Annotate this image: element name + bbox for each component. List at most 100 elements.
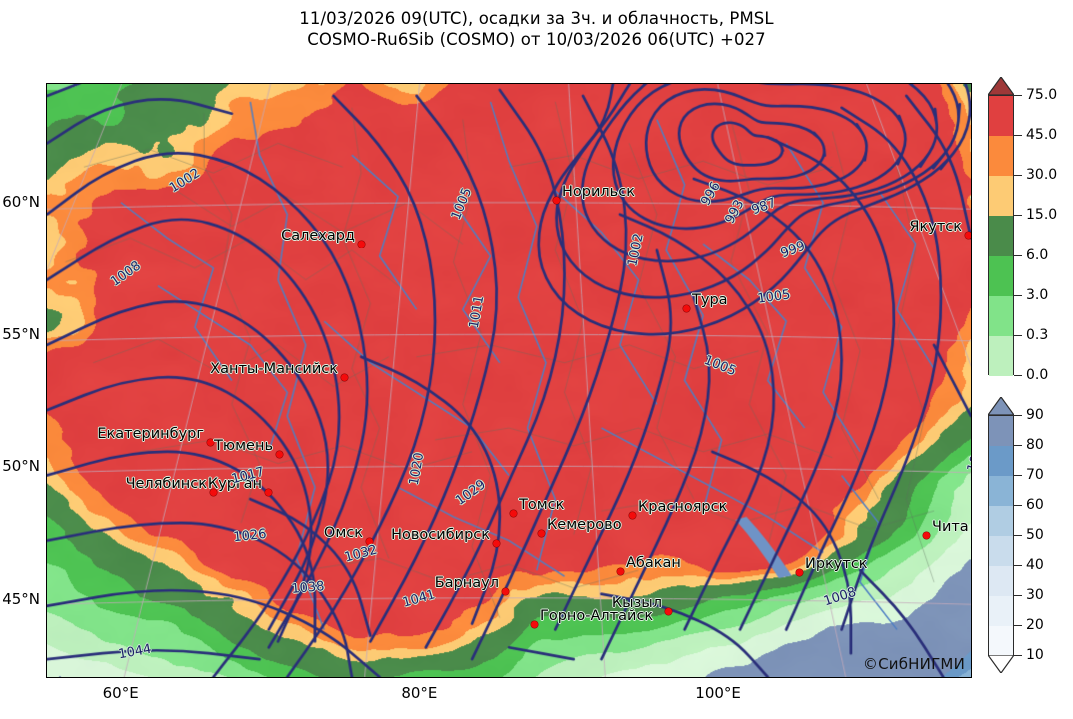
city-label: Салехард (281, 228, 355, 244)
x-axis-tick-2: 100°E (695, 684, 741, 702)
colorbar-segment (989, 506, 1013, 536)
colorbar-bottom-arrow (986, 654, 1016, 675)
colorbar-tick-label: 10 (1026, 647, 1044, 663)
city-dot-icon (275, 450, 283, 458)
x-axis-tick-0: 60°E (102, 684, 139, 702)
colorbar-tick (1014, 295, 1022, 296)
city-dot-icon (209, 488, 217, 496)
colorbar-tick (1014, 215, 1022, 216)
city-dot-icon (552, 196, 560, 204)
city-label: Норильск (562, 184, 635, 200)
colorbar-gradient (988, 415, 1014, 656)
colorbar-segment (989, 476, 1013, 506)
map-raster-layer (47, 84, 971, 677)
colorbar-tick-label: 20 (1026, 617, 1044, 633)
city-label: Кемерово (547, 517, 622, 533)
colorbar-tick (1014, 255, 1022, 256)
colorbar-tick (1014, 415, 1022, 416)
colorbar-tick-label: 6.0 (1026, 247, 1049, 263)
city-dot-icon (492, 539, 500, 547)
colorbar-tick-label: 0.0 (1026, 367, 1049, 383)
y-axis-tick-1: 55°N (2, 325, 40, 344)
colorbar-segment (989, 296, 1013, 336)
city-dot-icon (509, 509, 517, 517)
colorbar-segment (989, 596, 1013, 626)
colorbar-segment (989, 566, 1013, 596)
colorbar-tick (1014, 175, 1022, 176)
city-label: Барнаул (434, 575, 499, 591)
city-label: Иркутск (805, 556, 868, 572)
colorbar-top-arrow (986, 395, 1016, 416)
city-dot-icon (682, 304, 690, 312)
colorbar-segment (989, 336, 1013, 376)
city-dot-icon (795, 568, 803, 576)
colorbar-segment (989, 446, 1013, 476)
colorbar-tick-label: 15.0 (1026, 207, 1058, 223)
city-dot-icon (530, 620, 538, 628)
colorbar-tick-label: 0.3 (1026, 327, 1049, 343)
city-label: Чита (932, 519, 969, 535)
city-dot-icon (628, 511, 636, 519)
city-dot-icon (365, 537, 373, 545)
city-label: Кызыл (611, 595, 662, 611)
city-label: Томск (519, 497, 565, 513)
colorbar-tick-label: 90 (1026, 407, 1044, 423)
colorbar-segment (989, 136, 1013, 176)
city-label: Омск (323, 525, 363, 541)
colorbar-tick (1014, 505, 1022, 506)
city-dot-icon (664, 607, 672, 615)
colorbar-segment (989, 626, 1013, 656)
city-dot-icon (357, 240, 365, 248)
chart-title-block: 11/03/2026 09(UTC), осадки за 3ч. и обла… (0, 8, 1073, 50)
colorbar-top-arrow (986, 75, 1016, 96)
colorbar-tick-label: 75.0 (1026, 87, 1058, 103)
colorbar-tick-label: 70 (1026, 467, 1044, 483)
city-dot-icon (501, 587, 509, 595)
colorbar-segment (989, 216, 1013, 256)
colorbar-tick (1014, 95, 1022, 96)
city-label: Красноярск (638, 499, 728, 515)
x-axis-tick-1: 80°E (401, 684, 438, 702)
colorbar-tick (1014, 565, 1022, 566)
copyright-watermark: ©СибНИГМИ (862, 655, 965, 673)
colorbar-tick-label: 30.0 (1026, 167, 1058, 183)
city-dot-icon (964, 231, 971, 239)
city-dot-icon (616, 567, 624, 575)
colorbar-tick-label: 60 (1026, 497, 1044, 513)
city-label: Ханты-Мансийск (210, 361, 338, 377)
city-label: Екатеринбург (97, 426, 204, 442)
colorbar-tick (1014, 135, 1022, 136)
colorbar-segment (989, 96, 1013, 136)
title-line-1: 11/03/2026 09(UTC), осадки за 3ч. и обла… (299, 9, 774, 28)
city-label: Горно-Алтайск (540, 608, 654, 624)
y-axis-tick-2: 50°N (2, 457, 40, 476)
colorbar-tick-label: 50 (1026, 527, 1044, 543)
isobar-label: 1038 (290, 579, 326, 597)
colorbar-tick-label: 45.0 (1026, 127, 1058, 143)
city-label: Тура (692, 292, 728, 308)
colorbar-segment (989, 536, 1013, 566)
city-dot-icon (206, 438, 214, 446)
colorbar-tick (1014, 535, 1022, 536)
colorbar-tick (1014, 445, 1022, 446)
colorbar-tick-label: 30 (1026, 587, 1044, 603)
city-dot-icon (922, 531, 930, 539)
colorbar-tick (1014, 595, 1022, 596)
colorbar-tick-label: 3.0 (1026, 287, 1049, 303)
city-label: Якутск (909, 219, 962, 235)
city-label: Челябинск (125, 476, 207, 492)
city-dot-icon (340, 373, 348, 381)
title-line-2: COSMO-Ru6Sib (COSMO) от 10/03/2026 06(UT… (307, 30, 766, 49)
city-label: Тюмень (214, 438, 273, 454)
colorbar-tick (1014, 625, 1022, 626)
colorbar-segment (989, 256, 1013, 296)
y-axis-tick-3: 45°N (2, 589, 40, 608)
colorbar-tick (1014, 655, 1022, 656)
weather-map[interactable]: Норильск Якутск Салехард Тура Ханты-Мансийск… (46, 83, 972, 678)
city-dot-icon (537, 529, 545, 537)
colorbar-tick (1014, 375, 1022, 376)
colorbar-tick (1014, 475, 1022, 476)
colorbar-segment (989, 176, 1013, 216)
city-label: Курган (207, 476, 262, 492)
city-label: Абакан (626, 555, 681, 571)
